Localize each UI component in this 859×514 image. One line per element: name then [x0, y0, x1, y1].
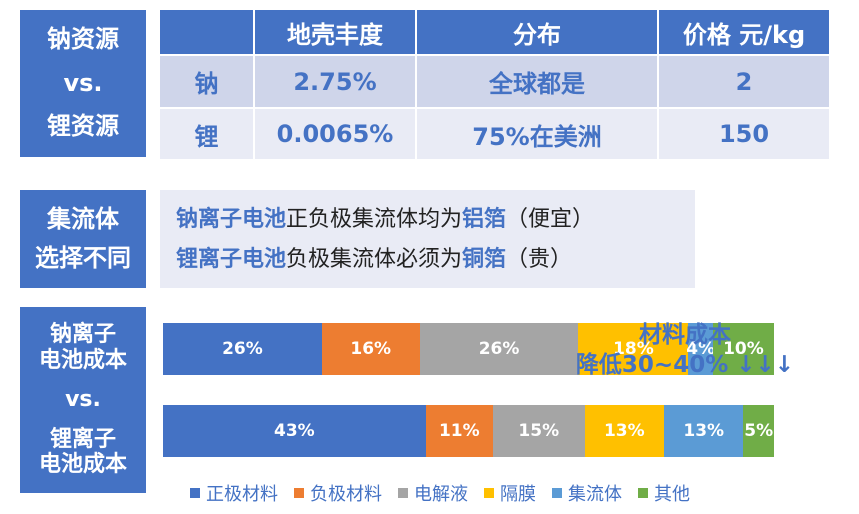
- legend-label: 电解液: [414, 484, 468, 505]
- side-label-line: 锂离子: [49, 427, 116, 453]
- table-row: 锂 0.0065% 75%在美洲 150: [160, 107, 829, 159]
- legend-swatch: [190, 488, 200, 498]
- table-cell: 2.75%: [253, 54, 416, 108]
- side-label-line: 钠资源: [47, 25, 119, 54]
- legend-item: 负极材料: [294, 480, 382, 506]
- resource-table: 地壳丰度 分布 价格 元/kg 钠 2.75% 全球都是 2 锂 0.0065%…: [160, 10, 829, 159]
- data-label: 26%: [478, 339, 520, 359]
- lithium-cost-bar: 43% 11% 15% 13% 13% 5%: [163, 405, 774, 457]
- bar-segment: 26%: [419, 323, 579, 375]
- legend-label: 其他: [654, 484, 690, 505]
- collector-label: 集流体 选择不同: [20, 190, 146, 288]
- legend-item: 隔膜: [484, 480, 536, 506]
- legend-item: 电解液: [398, 480, 468, 506]
- data-label: 18%: [613, 339, 654, 359]
- data-label: 10%: [723, 339, 764, 359]
- bar-segment: 5%: [743, 405, 774, 457]
- side-label-line: vs.: [65, 387, 101, 413]
- note-text: （贵）: [506, 247, 573, 272]
- bar-segment: 15%: [492, 405, 585, 457]
- data-label: 43%: [274, 421, 315, 441]
- side-label-line: 电池成本: [38, 347, 127, 373]
- highlight-text: 铝箔: [462, 207, 507, 232]
- data-label: 13%: [683, 421, 725, 441]
- collector-line-lithium: 锂离子电池负极集流体必须为铜箔（贵）: [176, 240, 695, 280]
- cost-reduction-annotation: 材料成本 降低30~40% ↓↓↓: [570, 320, 800, 380]
- side-label-line: 钠离子: [49, 322, 116, 348]
- table-header-cell: 分布: [415, 10, 658, 55]
- sodium-cost-bar: 26% 16% 26% 18% 4% 10%: [163, 323, 774, 375]
- bar-segment: 4%: [686, 323, 716, 375]
- table-header-cell: 价格 元/kg: [657, 10, 829, 55]
- legend-swatch: [484, 488, 494, 498]
- legend-label: 隔膜: [500, 484, 536, 505]
- legend-item: 正极材料: [190, 480, 278, 506]
- data-label: 26%: [222, 339, 263, 359]
- table-header-cell: 地壳丰度: [253, 10, 416, 55]
- table-header-cell: [160, 10, 254, 55]
- table-cell: 锂: [160, 107, 254, 159]
- cost-comparison-label: 钠离子 电池成本 vs. 锂离子 电池成本: [20, 307, 146, 493]
- legend-swatch: [398, 488, 408, 498]
- resource-comparison-label: 钠资源 vs. 锂资源: [20, 10, 146, 157]
- legend-label: 集流体: [568, 484, 622, 505]
- data-label: 13%: [603, 421, 645, 441]
- data-label: 4%: [686, 339, 716, 359]
- table-cell: 150: [657, 107, 829, 159]
- legend-item: 集流体: [552, 480, 622, 506]
- bar-segment: 13%: [664, 405, 744, 457]
- data-label: 16%: [350, 339, 392, 359]
- highlight-text: 钠离子电池: [176, 207, 287, 232]
- table-cell: 2: [657, 54, 829, 108]
- data-label: 11%: [438, 421, 480, 441]
- collector-line-sodium: 钠离子电池正负极集流体均为铝箔（便宜）: [176, 200, 695, 240]
- side-label-line: vs.: [63, 68, 103, 97]
- bar-segment: 43%: [163, 405, 426, 457]
- table-header-row: 地壳丰度 分布 价格 元/kg: [160, 10, 829, 55]
- side-label-line: 集流体: [47, 204, 119, 233]
- highlight-text: 铜箔: [462, 247, 507, 272]
- legend-item: 其他: [638, 480, 690, 506]
- table-cell: 0.0065%: [253, 107, 416, 159]
- data-label: 5%: [744, 421, 774, 441]
- table-cell: 钠: [160, 54, 254, 108]
- table-cell: 全球都是: [415, 54, 658, 108]
- note-text: （便宜）: [506, 207, 595, 232]
- side-label-line: 锂资源: [47, 112, 119, 141]
- bar-segment: 13%: [584, 405, 664, 457]
- legend-swatch: [638, 488, 648, 498]
- side-label-line: 选择不同: [35, 243, 131, 272]
- note-text: 正负极集流体均为: [286, 207, 463, 232]
- note-text: 负极集流体必须为: [286, 247, 463, 272]
- bar-segment: 11%: [425, 405, 493, 457]
- annotation-line: 降低30~40% ↓↓↓: [575, 352, 795, 378]
- table-row: 钠 2.75% 全球都是 2: [160, 54, 829, 108]
- highlight-text: 锂离子电池: [176, 247, 287, 272]
- collector-note: 钠离子电池正负极集流体均为铝箔（便宜） 锂离子电池负极集流体必须为铜箔（贵）: [160, 190, 695, 288]
- legend-swatch: [552, 488, 562, 498]
- legend-swatch: [294, 488, 304, 498]
- bar-segment: 16%: [321, 323, 420, 375]
- bar-segment: 26%: [163, 323, 322, 375]
- bar-segment: 18%: [578, 323, 689, 375]
- annotation-line: 材料成本: [639, 322, 731, 348]
- legend-label: 负极材料: [310, 484, 382, 505]
- side-label-line: 电池成本: [38, 452, 127, 478]
- data-label: 15%: [518, 421, 560, 441]
- table-cell: 75%在美洲: [415, 107, 658, 159]
- bar-segment: 10%: [712, 323, 774, 375]
- legend-label: 正极材料: [206, 484, 278, 505]
- chart-legend: 正极材料 负极材料 电解液 隔膜 集流体 其他: [190, 480, 706, 506]
